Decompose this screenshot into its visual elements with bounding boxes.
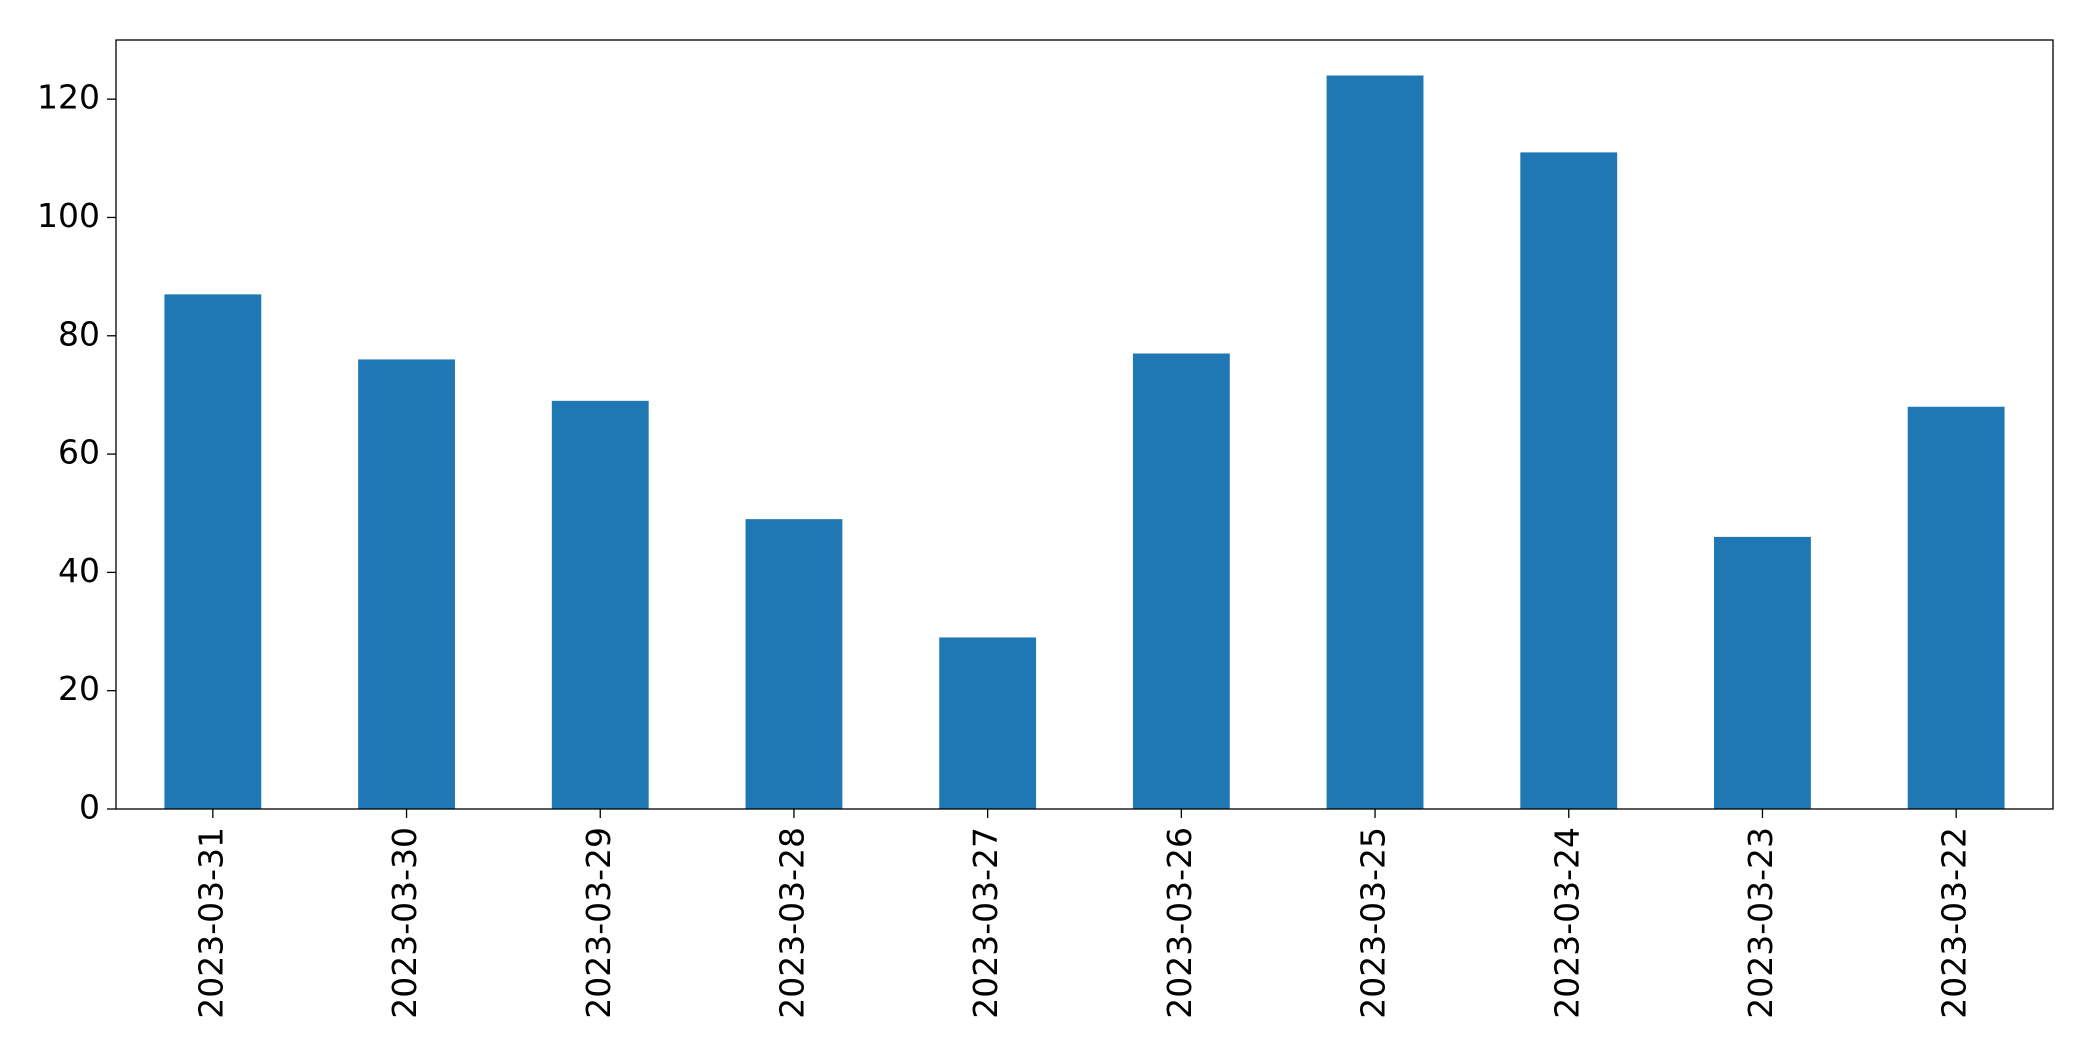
bar [551, 400, 649, 809]
y-tick-label: 100 [37, 196, 100, 235]
plot-frame [115, 39, 2054, 810]
y-tick-label: 20 [58, 669, 100, 708]
y-tick-label: 120 [37, 78, 100, 117]
y-tick-label: 40 [58, 551, 100, 590]
x-tick-label: 2023-03-27 [966, 827, 1005, 1019]
x-tick-label: 2023-03-29 [579, 827, 618, 1019]
x-tick-label: 2023-03-28 [772, 827, 811, 1019]
bar [939, 637, 1037, 809]
y-tick-label: 0 [79, 788, 100, 827]
x-tick-label: 2023-03-23 [1741, 827, 1780, 1019]
x-tick-label: 2023-03-25 [1354, 827, 1393, 1019]
bar [1907, 406, 2005, 809]
x-tick-label: 2023-03-26 [1160, 827, 1199, 1019]
bar [1714, 536, 1811, 809]
bar [1132, 353, 1230, 809]
y-tick-label: 80 [58, 314, 100, 353]
bar [745, 519, 843, 809]
bar [358, 359, 455, 809]
bar [164, 294, 262, 809]
x-tick-label: 2023-03-22 [1935, 827, 1974, 1019]
y-tick-label: 60 [58, 433, 100, 472]
bar [1326, 75, 1424, 809]
x-tick-label: 2023-03-31 [191, 827, 230, 1019]
bar [1520, 152, 1618, 809]
x-tick-label: 2023-03-30 [385, 827, 424, 1019]
x-tick-label: 2023-03-24 [1547, 827, 1586, 1019]
